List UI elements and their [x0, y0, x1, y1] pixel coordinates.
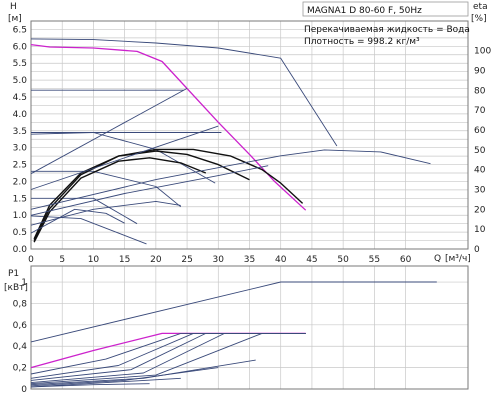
- power-plot-grid: [30, 266, 468, 390]
- power-tick-label: 0,6: [13, 321, 28, 331]
- head-tick-label: 4.0: [13, 110, 28, 120]
- head-tick-label: 1.0: [13, 211, 28, 221]
- efficiency-tick-label: 0: [474, 245, 480, 255]
- efficiency-curve: [30, 88, 188, 175]
- head-tick-label: 0.0: [13, 245, 28, 255]
- efficiency-curve: [30, 165, 269, 216]
- power-curve: [30, 332, 306, 369]
- efficiency-tick-label: 80: [474, 86, 486, 96]
- power-curves: [30, 281, 437, 388]
- flow-tick-label: 5: [59, 255, 65, 265]
- efficiency-tick-label: 70: [474, 106, 486, 116]
- power-curve: [30, 332, 306, 385]
- power-curve: [30, 332, 306, 384]
- flow-tick-label: 35: [244, 255, 255, 265]
- efficiency-tick-label: 50: [474, 146, 486, 156]
- head-tick-label: 2.5: [13, 161, 27, 171]
- power-curve: [30, 359, 256, 386]
- power-curve: [30, 367, 219, 387]
- head-axis-label: H: [10, 2, 17, 12]
- efficiency-curve: [30, 200, 181, 226]
- density-info: Плотность = 998.2 кг/м³: [304, 37, 420, 47]
- power-curve: [30, 281, 437, 343]
- efficiency-axis-ticks: 0 10 20 30 40 50 60 70 80 90 100: [474, 47, 491, 255]
- efficiency-curve: [30, 149, 431, 210]
- head-axis-ticks: 0.0 0.5 1.0 1.5 2.0 2.5 3.0 3.5 4.0 4.5 5.0 5.5 6.0 6…: [13, 25, 28, 255]
- flow-tick-label: 45: [306, 255, 317, 265]
- head-tick-label: 5.5: [13, 59, 27, 69]
- efficiency-axis-unit: [%]: [471, 14, 487, 24]
- head-curve: [30, 38, 338, 147]
- head-curve: [31, 197, 138, 225]
- flow-tick-label: 50: [337, 255, 349, 265]
- efficiency-curve: [30, 125, 219, 190]
- head-tick-label: 3.0: [13, 144, 28, 154]
- flow-tick-label: 25: [181, 255, 192, 265]
- head-plot-grid: [30, 21, 468, 250]
- head-curve: [30, 215, 147, 245]
- efficiency-tick-label: 30: [474, 186, 486, 196]
- head-tick-label: 5.0: [13, 76, 28, 86]
- head-plot-frame: [30, 20, 469, 250]
- head-curve: [31, 170, 182, 208]
- power-curve: [30, 377, 181, 388]
- flow-tick-label: 60: [400, 255, 412, 265]
- power-tick-label: 0,8: [13, 299, 28, 309]
- power-tick-label: 1: [21, 278, 27, 288]
- flow-axis-ticks: 0 5 10 15 20 25 30 35 40 45 50 55 60: [28, 255, 411, 265]
- flow-tick-label: 15: [119, 255, 130, 265]
- efficiency-tick-label: 20: [474, 205, 486, 215]
- head-tick-label: 6.5: [13, 25, 27, 35]
- power-axis-label: P1: [8, 269, 19, 279]
- flow-tick-label: 30: [213, 255, 225, 265]
- head-curve: [33, 148, 304, 240]
- head-curves: [30, 38, 431, 245]
- head-axis-unit: [м]: [8, 14, 22, 24]
- power-plot-frame: [30, 265, 469, 390]
- efficiency-curve: [30, 208, 125, 234]
- head-tick-label: 2.0: [13, 177, 28, 187]
- flow-tick-label: 10: [88, 255, 100, 265]
- efficiency-tick-label: 100: [474, 47, 491, 57]
- power-tick-label: 0,4: [13, 342, 28, 352]
- flow-axis-unit: [м³/ч]: [445, 254, 471, 264]
- head-tick-label: 1.5: [13, 194, 27, 204]
- flow-tick-label: 20: [150, 255, 162, 265]
- flow-tick-label: 40: [275, 255, 287, 265]
- head-curve: [33, 157, 207, 243]
- flow-tick-label: 55: [369, 255, 380, 265]
- fluid-info: Перекачиваемая жидкость = Вода: [304, 25, 470, 35]
- head-tick-label: 4.5: [13, 93, 27, 103]
- efficiency-tick-label: 10: [474, 225, 486, 235]
- power-curve: [30, 383, 150, 388]
- power-axis-unit: [кВт]: [4, 283, 28, 293]
- head-tick-label: 3.5: [13, 127, 27, 137]
- head-tick-label: 6.0: [13, 42, 28, 52]
- chart-title: MAGNA1 D 80-60 F, 50Hz: [307, 6, 422, 16]
- head-curve: [30, 132, 216, 184]
- efficiency-tick-label: 90: [474, 67, 486, 77]
- power-axis-ticks: 0 0,2 0,4 0,6 0,8 1: [13, 278, 28, 395]
- head-tick-label: 0.5: [13, 228, 27, 238]
- title-box: [302, 1, 469, 17]
- efficiency-tick-label: 40: [474, 166, 486, 176]
- efficiency-axis-label: eta: [473, 2, 488, 12]
- flow-axis-label: Q: [434, 254, 441, 264]
- power-tick-label: 0: [21, 385, 27, 395]
- flow-tick-label: 0: [28, 255, 34, 265]
- efficiency-tick-label: 60: [474, 126, 486, 136]
- power-tick-label: 0,2: [13, 364, 27, 374]
